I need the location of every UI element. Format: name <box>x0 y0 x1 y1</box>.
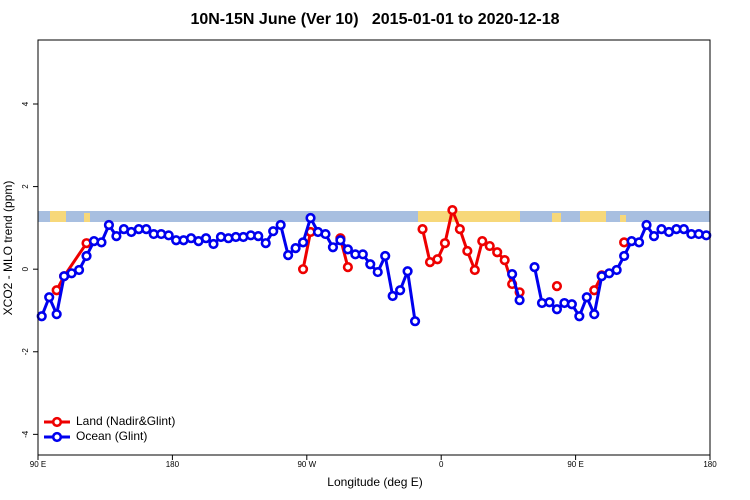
point <box>641 219 652 231</box>
x-tick-label: 180 <box>166 460 180 469</box>
y-tick-label: 0 <box>21 266 30 271</box>
point <box>290 243 301 254</box>
point <box>163 230 174 241</box>
legend-marker <box>51 431 63 443</box>
point <box>454 224 465 235</box>
point <box>208 238 219 250</box>
point <box>439 238 451 249</box>
point <box>492 247 503 258</box>
point <box>36 311 47 322</box>
point <box>574 311 585 322</box>
point <box>342 244 353 255</box>
point <box>253 231 264 242</box>
legend-label: Land (Nadir&Glint) <box>76 414 175 428</box>
point <box>297 237 309 248</box>
point <box>402 266 413 277</box>
point <box>589 309 600 320</box>
point <box>103 219 115 231</box>
point <box>551 304 563 315</box>
point <box>507 269 518 280</box>
chart-title: 10N-15N June (Ver 10) 2015-01-01 to 2020… <box>190 11 559 28</box>
point <box>514 295 525 306</box>
point <box>111 231 122 242</box>
y-axis-label: XCO2 - MLO trend (ppm) <box>1 181 15 316</box>
x-tick-label: 0 <box>439 460 444 469</box>
y-tick-label: 2 <box>21 184 30 189</box>
x-tick-label: 90 E <box>567 460 583 469</box>
point <box>701 230 712 241</box>
point <box>432 254 443 265</box>
legend-label: Ocean (Glint) <box>76 429 147 443</box>
point <box>335 235 346 246</box>
point <box>73 264 85 276</box>
point <box>477 235 488 247</box>
point <box>51 309 62 320</box>
series-line <box>301 231 313 270</box>
point <box>357 249 368 260</box>
point <box>395 285 406 296</box>
point <box>268 226 279 237</box>
point <box>551 281 563 292</box>
point <box>678 224 689 235</box>
legend-marker <box>51 416 63 428</box>
point <box>462 245 473 257</box>
point <box>283 250 294 261</box>
point <box>469 264 480 276</box>
point <box>633 237 645 248</box>
point <box>581 292 592 303</box>
point <box>96 237 107 248</box>
point <box>499 254 510 266</box>
x-tick-label: 90 W <box>297 460 316 469</box>
point <box>365 259 376 270</box>
x-axis-label: Longitude (deg E) <box>327 475 422 489</box>
point <box>275 219 286 231</box>
point <box>305 212 316 224</box>
point <box>380 250 391 262</box>
point <box>611 264 622 276</box>
y-tick-label: -2 <box>21 348 30 356</box>
point <box>447 205 458 216</box>
point <box>372 266 383 278</box>
point <box>297 264 309 275</box>
point <box>529 262 540 273</box>
point <box>327 242 339 253</box>
x-tick-label: 90 E <box>30 460 46 469</box>
point <box>387 290 398 302</box>
point <box>566 299 577 310</box>
point <box>200 233 212 244</box>
point <box>81 250 92 262</box>
point <box>648 231 660 242</box>
point <box>320 228 331 240</box>
y-tick-label: -4 <box>21 430 30 438</box>
y-tick-label: 4 <box>21 101 30 106</box>
x-tick-label: 180 <box>703 460 717 469</box>
point <box>260 238 271 249</box>
point <box>619 250 630 262</box>
point <box>141 224 152 235</box>
point <box>44 292 55 303</box>
point <box>342 262 353 273</box>
plot-frame <box>37 39 711 456</box>
point <box>417 224 428 235</box>
point <box>409 316 421 327</box>
point <box>544 297 555 308</box>
point <box>484 240 495 252</box>
map-strip <box>38 211 710 222</box>
